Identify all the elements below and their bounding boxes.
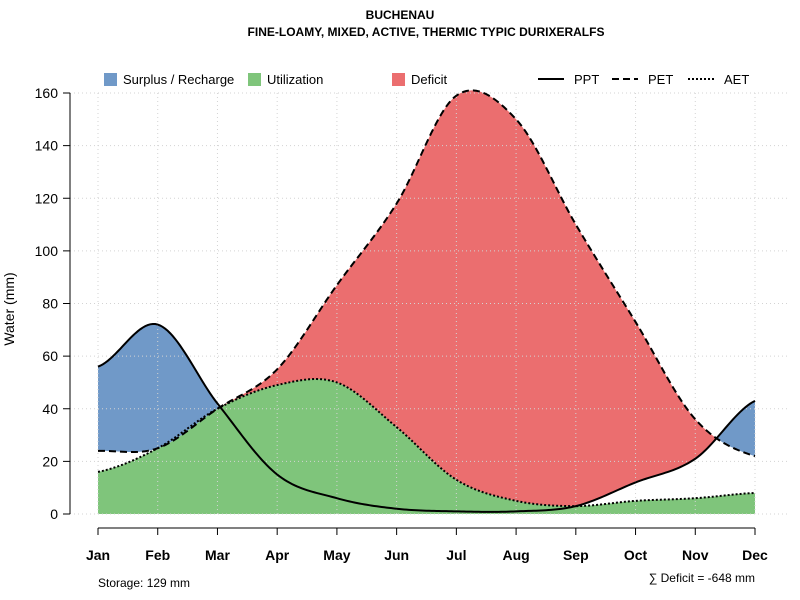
x-tick-label: Jan bbox=[86, 547, 110, 563]
legend: Surplus / Recharge Utilization Deficit PPT P… bbox=[104, 72, 749, 87]
y-tick-label: 0 bbox=[50, 506, 58, 522]
x-tick-label: Oct bbox=[624, 547, 648, 563]
y-tick-label: 20 bbox=[42, 453, 58, 469]
deficit-note: ∑ Deficit = -648 mm bbox=[649, 571, 755, 585]
grid-layer bbox=[70, 92, 790, 515]
y-tick-label: 60 bbox=[42, 348, 58, 364]
chart-subtitle: FINE-LOAMY, MIXED, ACTIVE, THERMIC TYPIC… bbox=[248, 25, 605, 39]
axes-layer: 0 20 40 60 80 100 120 140 160 Jan Feb Mar Apr May Jun J… bbox=[35, 85, 768, 563]
surplus-area bbox=[98, 90, 755, 457]
legend-label: Deficit bbox=[411, 72, 448, 87]
y-tick-label: 80 bbox=[42, 296, 58, 312]
x-tick-label: Sep bbox=[563, 547, 589, 563]
series-line-pet bbox=[97, 89, 756, 458]
x-tick-label: Aug bbox=[502, 547, 529, 563]
x-tick-label: Feb bbox=[145, 547, 170, 563]
legend-label: AET bbox=[724, 72, 749, 87]
y-axis-label: Water (mm) bbox=[1, 272, 17, 345]
chart-title: BUCHENAU bbox=[366, 8, 435, 22]
y-tick-label: 140 bbox=[35, 138, 59, 154]
legend-label: Surplus / Recharge bbox=[123, 72, 234, 87]
legend-label: PET bbox=[648, 72, 673, 87]
legend-swatch bbox=[392, 73, 405, 86]
x-tick-label: Apr bbox=[265, 547, 290, 563]
x-tick-label: Jul bbox=[446, 547, 466, 563]
x-tick-label: Dec bbox=[742, 547, 768, 563]
legend-swatch bbox=[104, 73, 117, 86]
y-tick-label: 40 bbox=[42, 401, 58, 417]
utilization-area bbox=[98, 379, 755, 514]
y-tick-label: 160 bbox=[35, 85, 59, 101]
x-tick-label: Mar bbox=[205, 547, 230, 563]
legend-label: Utilization bbox=[267, 72, 323, 87]
series-line-ppt bbox=[97, 322, 756, 513]
series-line-aet bbox=[97, 378, 756, 508]
x-tick-label: Jun bbox=[384, 547, 409, 563]
legend-swatch bbox=[248, 73, 261, 86]
legend-label: PPT bbox=[574, 72, 599, 87]
storage-note: Storage: 129 mm bbox=[98, 576, 190, 590]
lines-layer bbox=[97, 89, 756, 513]
x-tick-label: May bbox=[323, 547, 350, 563]
deficit-area bbox=[98, 90, 755, 507]
areas-layer bbox=[98, 90, 755, 514]
x-tick-label: Nov bbox=[682, 547, 709, 563]
y-tick-label: 100 bbox=[35, 243, 59, 259]
y-tick-label: 120 bbox=[35, 190, 59, 206]
